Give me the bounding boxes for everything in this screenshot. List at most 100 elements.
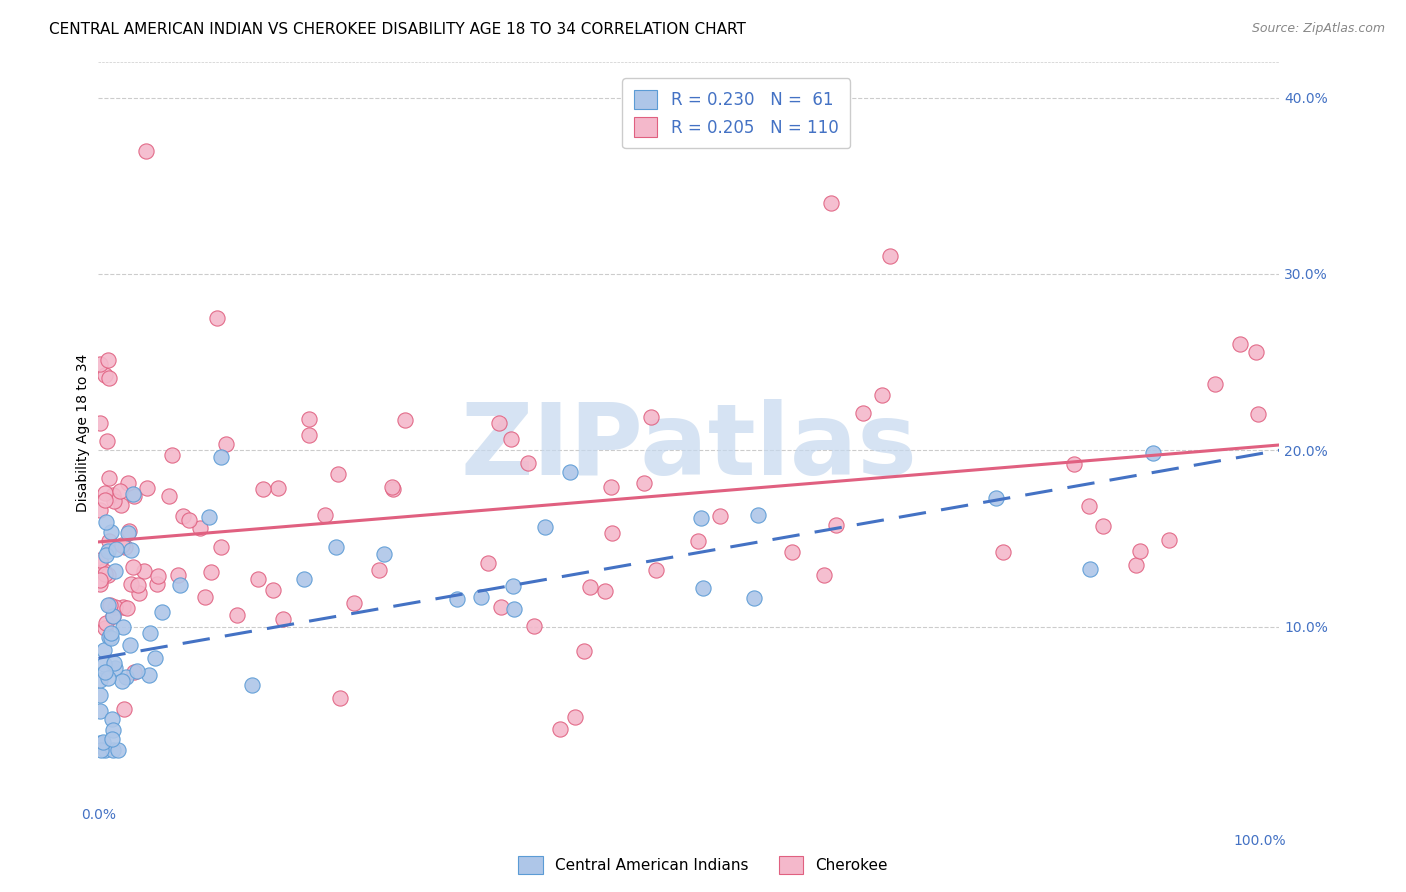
Point — [96, 549, 118, 563]
Point — [1063, 457, 1085, 471]
Point — [271, 611, 294, 625]
Point — [488, 416, 510, 430]
Point — [89, 704, 111, 718]
Point — [870, 388, 893, 402]
Point — [640, 410, 662, 425]
Point — [247, 572, 270, 586]
Point — [96, 434, 118, 448]
Legend: Central American Indians, Cherokee: Central American Indians, Cherokee — [512, 850, 894, 880]
Point — [198, 510, 221, 524]
Point — [742, 591, 765, 605]
Point — [100, 524, 122, 539]
Point — [94, 493, 117, 508]
Point — [97, 544, 120, 558]
Point — [548, 722, 571, 736]
Point — [194, 591, 217, 605]
Point — [688, 533, 710, 548]
Point — [1077, 499, 1099, 513]
Point — [101, 712, 124, 726]
Point — [394, 413, 416, 427]
Point — [267, 481, 290, 495]
Point — [97, 671, 120, 685]
Text: 100.0%: 100.0% — [1234, 834, 1286, 848]
Point — [477, 556, 499, 570]
Point — [747, 508, 769, 523]
Point — [97, 534, 120, 549]
Point — [93, 657, 115, 671]
Point — [382, 483, 405, 497]
Point — [558, 466, 581, 480]
Point — [143, 650, 166, 665]
Point — [343, 596, 366, 610]
Point — [1092, 519, 1115, 533]
Point — [499, 432, 522, 446]
Point — [645, 563, 668, 577]
Point — [100, 631, 122, 645]
Point — [101, 743, 124, 757]
Point — [1125, 558, 1147, 572]
Point — [215, 436, 238, 450]
Point — [118, 638, 141, 652]
Point — [373, 547, 395, 561]
Point — [600, 479, 623, 493]
Point — [101, 609, 124, 624]
Point — [593, 583, 616, 598]
Point — [117, 526, 139, 541]
Legend: R = 0.230   N =  61, R = 0.205   N = 110: R = 0.230 N = 61, R = 0.205 N = 110 — [623, 78, 851, 148]
Y-axis label: Disability Age 18 to 34: Disability Age 18 to 34 — [76, 353, 90, 512]
Point — [89, 563, 111, 577]
Point — [991, 545, 1014, 559]
Point — [368, 563, 391, 577]
Point — [240, 678, 263, 692]
Point — [89, 736, 111, 750]
Point — [89, 673, 111, 687]
Point — [101, 488, 124, 502]
Point — [578, 580, 600, 594]
Point — [262, 582, 284, 597]
Point — [1159, 533, 1181, 548]
Point — [298, 412, 321, 426]
Point — [89, 688, 111, 702]
Point — [112, 702, 135, 716]
Point — [188, 521, 211, 535]
Point — [91, 734, 114, 748]
Point — [115, 600, 138, 615]
Point — [94, 743, 117, 757]
Point — [1246, 407, 1268, 421]
Point — [104, 564, 127, 578]
Point — [117, 476, 139, 491]
Point — [110, 483, 132, 498]
Point — [104, 661, 127, 675]
Point — [824, 518, 846, 533]
Point — [94, 515, 117, 529]
Point — [502, 579, 524, 593]
Point — [169, 577, 191, 591]
Point — [89, 563, 111, 577]
Point — [177, 512, 200, 526]
Point — [172, 508, 194, 523]
Point — [209, 540, 232, 554]
Point — [314, 508, 336, 523]
Point — [114, 670, 136, 684]
Point — [122, 559, 145, 574]
Point — [851, 406, 873, 420]
Point — [118, 524, 141, 538]
Point — [138, 668, 160, 682]
Point — [205, 311, 228, 326]
Point — [325, 541, 347, 555]
Point — [103, 656, 125, 670]
Point — [633, 476, 655, 491]
Point — [94, 368, 117, 382]
Point — [104, 600, 127, 615]
Point — [94, 621, 117, 635]
Point — [146, 568, 169, 582]
Point — [136, 481, 159, 495]
Point — [523, 619, 546, 633]
Point — [89, 553, 111, 567]
Point — [100, 625, 122, 640]
Point — [489, 600, 512, 615]
Point — [1244, 345, 1267, 359]
Point — [122, 489, 145, 503]
Point — [326, 467, 349, 481]
Point — [200, 565, 222, 579]
